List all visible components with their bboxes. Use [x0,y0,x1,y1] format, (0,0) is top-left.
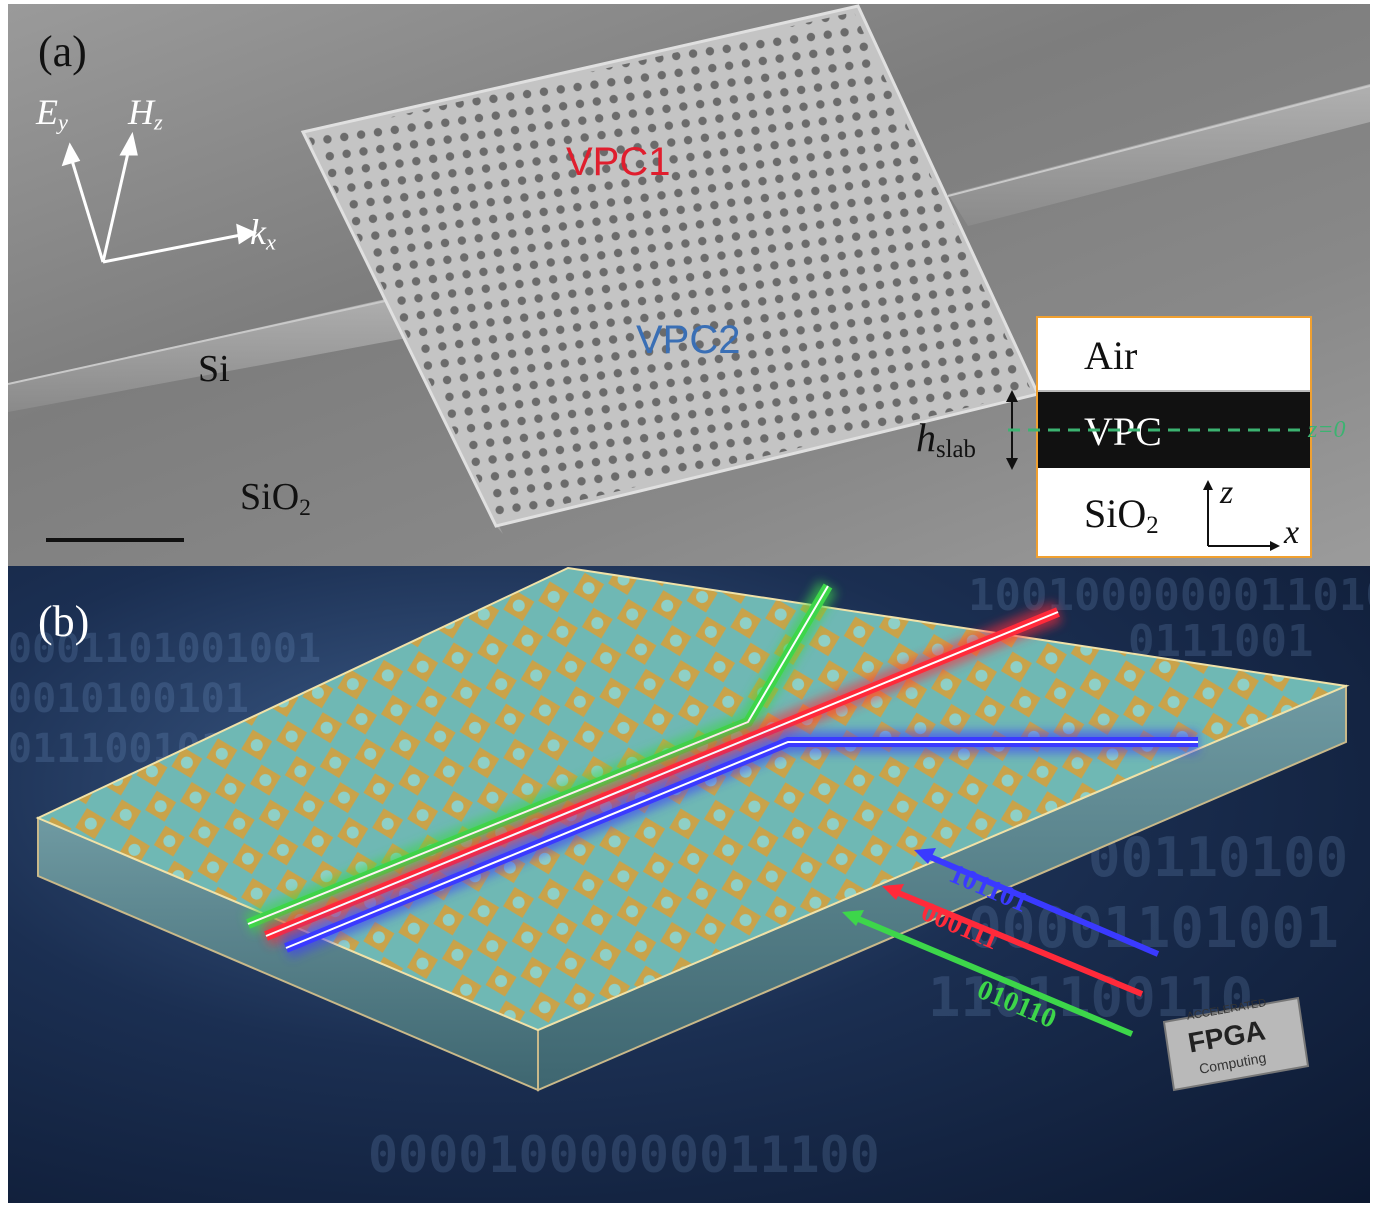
inset-sio2-layer: SiO2 z x [1038,468,1310,556]
fpga-chip [1162,996,1310,1092]
sem-scene [8,4,1370,542]
inset-sio2-subscript: 2 [1146,512,1159,540]
waveguide-edge-right [947,85,1370,197]
red-arrowhead [882,884,904,900]
inset-air-label: Air [1084,333,1138,378]
sio2-label: SiO2 [240,478,311,520]
waveguide-edge-left [8,295,409,385]
green-data-arrow [854,915,1134,1037]
vpc1-label: VPC1 [566,140,671,184]
hz-symbol: H [128,92,154,132]
hz-subscript: z [154,109,163,135]
field-axes [61,131,258,264]
red-path-core [265,611,1059,937]
background-bits-9: 00001000000011100 [368,1126,880,1184]
ey-label: Ey [36,94,68,134]
panel-b-rendering: 1001000000011010 0111001 00110100 000011… [8,566,1370,1203]
inset-sio2-label: SiO2 [1084,494,1159,539]
panel-a-label: (a) [38,27,87,76]
inset-axes [1203,480,1280,551]
blue-data-arrow [926,853,1160,957]
kx-subscript: x [265,229,276,255]
panel-b-label: (b) [38,597,90,646]
inset-vpc-layer: VPC [1038,392,1310,468]
inset-z-axis-label: z [1220,474,1234,511]
ey-symbol: E [36,92,58,132]
panel-a-sem-image: (a) Ey Hz kx VPC1 VPC2 Si SiO2 hslab Air… [8,4,1370,566]
blue-arrowhead [914,848,936,864]
h-symbol: h [916,415,936,460]
inset-vpc-label: VPC [1084,409,1162,454]
kx-label: kx [250,214,276,254]
background-bits-6: 0001101001001 [8,626,322,672]
si-label: Si [198,348,230,390]
right-waveguide [948,84,1370,226]
inset-air-layer: Air [1038,318,1310,392]
blue-path-core [285,741,1198,949]
device-scene [35,566,1350,1092]
ey-subscript: y [58,109,68,135]
hz-label: Hz [128,94,163,134]
left-waveguide [8,294,428,412]
z0-label: z=0 [1308,417,1346,443]
kx-symbol: k [250,212,266,252]
photonic-crystal-holes [308,12,1032,520]
slab-subscript: slab [936,436,976,464]
background-bits-7: 0010100101 [8,676,249,722]
green-path-core [247,585,829,925]
inset-sio2-text: SiO [1084,491,1147,536]
green-arrowhead [842,910,864,926]
inset-x-axis-label: x [1284,514,1300,551]
sio2-text: SiO [240,476,300,518]
cross-section-inset: Air VPC SiO2 z x [1036,316,1312,558]
vpc2-label: VPC2 [636,318,741,362]
h-slab-label: hslab [916,418,976,463]
red-data-arrow [894,889,1144,997]
background-bits-3: 00110100 [1088,826,1349,889]
sio2-subscript: 2 [299,494,311,521]
